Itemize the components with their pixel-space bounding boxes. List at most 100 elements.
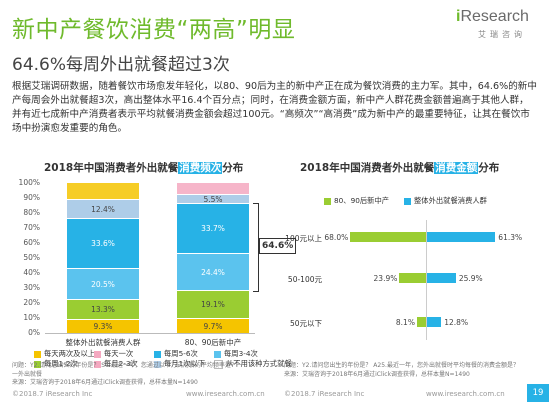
frequency-bar-remainder <box>177 183 249 195</box>
frequency-legend-item: 从不用该种方式就餐 <box>214 359 292 369</box>
spending-bar-new-middle-class <box>350 232 426 242</box>
frequency-bar-segment: 13.3% <box>67 299 139 320</box>
frequency-legend-item: 每天两次及以上 <box>34 349 95 359</box>
frequency-bar-segment: 24.4% <box>177 253 249 290</box>
spending-category-label: 50元以下 <box>289 319 322 328</box>
legend-label: 80、90后新中产 <box>334 196 390 205</box>
spending-category-label: 100元以上 <box>285 234 322 243</box>
frequency-data-label: 12.4% <box>91 204 115 214</box>
spending-note: 问题：Y2.请问您出生的年份是？ A25.最近一年，您外出就餐时平均每餐的消费金… <box>284 362 519 379</box>
iresearch-logo: iResearch 艾瑞咨询 <box>456 8 538 46</box>
spending-title-suffix: 分布 <box>478 162 500 174</box>
footer-copyright: ©2018.7 iResearch Inc <box>12 390 93 398</box>
frequency-title-prefix: 2018年中国消费者外出就餐 <box>44 162 179 174</box>
legend-swatch <box>154 360 161 368</box>
legend-swatch <box>214 359 223 369</box>
legend-label: 每周5-6次 <box>164 349 198 358</box>
spending-title-prefix: 2018年中国消费者外出就餐 <box>300 162 435 174</box>
frequency-note: 问题：Y2.请问您出去的年份是？ S1.最近一年，您通过以下方式用餐的平均频率是… <box>12 362 243 388</box>
logo-subtext: 艾瑞咨询 <box>478 30 526 39</box>
frequency-legend-item: 每周5-6次 <box>154 349 198 359</box>
frequency-legend-item: 每月1次以下 <box>154 359 205 369</box>
frequency-y-tick: 0% <box>28 328 40 337</box>
frequency-bracket <box>253 202 259 292</box>
logo-i: i <box>456 8 461 25</box>
legend-label: 每周3-4次 <box>224 349 258 358</box>
frequency-note-line-1: 问题：Y2.请问您出去的年份是？ S1.最近一年，您通过以下方式用餐的平均频率是… <box>12 362 243 369</box>
frequency-data-label: 5.5% <box>203 194 223 204</box>
frequency-bar-segment: 9.7% <box>177 318 249 333</box>
spending-data-label: 68.0% <box>324 233 349 242</box>
frequency-y-tick: 80% <box>23 208 40 217</box>
frequency-y-tick: 70% <box>23 223 40 232</box>
legend-swatch <box>214 350 221 358</box>
frequency-y-tick: 10% <box>23 313 40 322</box>
legend-swatch <box>324 197 331 205</box>
frequency-note-line-2: 一外出就餐 <box>12 370 43 378</box>
legend-swatch <box>34 350 41 358</box>
frequency-y-tick: 100% <box>18 178 40 187</box>
spending-bar-overall <box>427 317 442 327</box>
legend-swatch <box>34 360 41 368</box>
frequency-data-label: 24.4% <box>201 267 225 277</box>
frequency-title-suffix: 分布 <box>222 162 244 174</box>
page-number: 19 <box>527 384 549 402</box>
footer-website: www.iresearch.com.cn <box>186 390 265 398</box>
legend-swatch <box>94 360 101 368</box>
spending-data-label: 12.8% <box>444 318 469 327</box>
frequency-chart-title: 2018年中国消费者外出就餐消费频次分布 <box>44 160 243 175</box>
legend-label: 每月2-3次 <box>104 359 138 368</box>
footer-copyright-right: ©2018.7 iResearch Inc <box>284 390 365 398</box>
legend-swatch <box>404 197 411 205</box>
legend-swatch <box>154 350 161 358</box>
spending-center-axis <box>426 220 427 340</box>
frequency-bar-segment: 12.4% <box>67 199 139 218</box>
legend-swatch <box>94 350 101 358</box>
frequency-data-label: 9.7% <box>203 321 223 331</box>
spending-data-label: 8.1% <box>395 318 415 327</box>
spending-chart: 2018年中国消费者外出就餐消费金额分布 80、90后新中产 整体外出就餐消费人群… <box>284 152 539 377</box>
frequency-y-tick: 20% <box>23 298 40 307</box>
spending-category-label: 50-100元 <box>287 275 322 284</box>
frequency-legend-item: 每天一次 <box>94 349 133 359</box>
spending-title-highlight: 消费金额 <box>434 162 479 174</box>
frequency-chart: 2018年中国消费者外出就餐消费频次分布 0% 10% 20% 30% 40% 50% 60… <box>12 152 297 377</box>
frequency-plot-area: 9.3% 13.3% 20.5% 33.6% 12.4% 9.7% 19.1% 24.4% 33… <box>45 183 255 334</box>
page-title: 新中产餐饮消费“两高”明显 <box>12 17 296 43</box>
spending-bar-new-middle-class <box>416 317 426 327</box>
frequency-annotation-label: 64.6% <box>259 238 297 255</box>
frequency-y-tick: 30% <box>23 283 40 292</box>
logo-name: Research <box>460 8 529 25</box>
frequency-bar-segment: 33.7% <box>177 202 249 254</box>
frequency-data-label: 33.6% <box>91 239 115 249</box>
frequency-legend-item: 每月2-3次 <box>94 359 138 369</box>
footer-website-right: www.iresearch.com.cn <box>426 390 505 398</box>
frequency-data-label: 13.3% <box>91 305 115 315</box>
legend-label: 从不用该种方式就餐 <box>226 359 292 368</box>
spending-bar-overall <box>427 273 456 283</box>
frequency-data-label: 9.3% <box>93 322 113 332</box>
frequency-y-tick: 90% <box>23 193 40 202</box>
legend-label: 每天一次 <box>104 349 134 358</box>
legend-label: 每天两次及以上 <box>44 349 96 358</box>
spending-data-label: 61.3% <box>498 233 523 242</box>
spending-note-line-1: 问题：Y2.请问您出生的年份是？ A25.最近一年，您外出就餐时平均每餐的消费金… <box>284 362 519 369</box>
frequency-bar-segment: 9.3% <box>67 319 139 333</box>
frequency-data-label: 33.7% <box>201 223 225 233</box>
legend-label: 整体外出就餐消费人群 <box>414 196 487 205</box>
frequency-y-tick: 60% <box>23 238 40 247</box>
spending-bar-new-middle-class <box>399 273 426 283</box>
frequency-x-category: 整体外出就餐消费人群 <box>65 338 141 347</box>
frequency-bar-remainder <box>67 183 139 200</box>
spending-note-line-2: 来源：艾瑞咨询于2018年6月通过iClick调查获得，总样本量N=1490 <box>284 370 470 378</box>
frequency-y-tick: 40% <box>23 268 40 277</box>
intro-paragraph: 根据艾瑞调研数据，随着餐饮市场愈发年轻化，以80、90后为主的新中产正在成为餐饮… <box>12 81 537 134</box>
frequency-bar-segment: 5.5% <box>177 194 249 204</box>
frequency-data-label: 20.5% <box>91 279 115 289</box>
frequency-data-label: 19.1% <box>201 300 225 310</box>
frequency-title-highlight: 消费频次 <box>178 162 223 174</box>
page-subtitle: 64.6%每周外出就餐超过3次 <box>12 55 230 75</box>
frequency-bar-segment: 20.5% <box>67 268 139 300</box>
frequency-legend-item: 每周3-4次 <box>214 349 258 359</box>
spending-data-label: 23.9% <box>373 274 398 283</box>
